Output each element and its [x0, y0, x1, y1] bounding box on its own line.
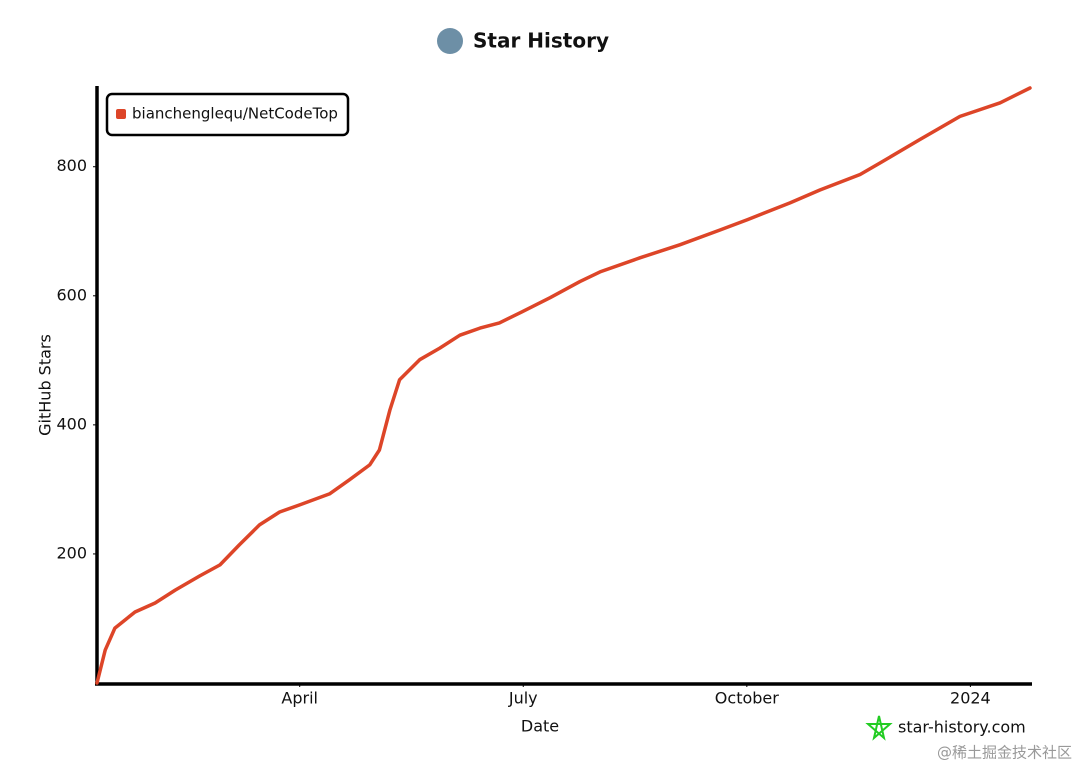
y-tick-label: 400	[56, 414, 87, 433]
y-axis-label: GitHub Stars	[36, 334, 55, 436]
series-line	[95, 86, 1032, 685]
x-tick-label: October	[715, 689, 779, 708]
y-tick-label: 200	[56, 543, 87, 562]
legend-label: bianchenglequ/NetCodeTop	[132, 105, 338, 123]
watermark-icon	[865, 715, 893, 741]
y-tick-label: 600	[56, 285, 87, 304]
x-tick-label: 2024	[950, 689, 991, 708]
x-axis-label: Date	[521, 717, 559, 736]
logo	[437, 28, 463, 54]
chart-title: Star History	[473, 29, 609, 53]
y-tick-label: 800	[56, 156, 87, 175]
x-tick-label: April	[281, 689, 318, 708]
legend-swatch	[116, 109, 126, 119]
credit: @稀土掘金技术社区	[937, 744, 1072, 762]
x-tick-label: July	[508, 689, 538, 708]
legend-box	[105, 92, 350, 137]
watermark: star-history.com	[898, 718, 1026, 737]
